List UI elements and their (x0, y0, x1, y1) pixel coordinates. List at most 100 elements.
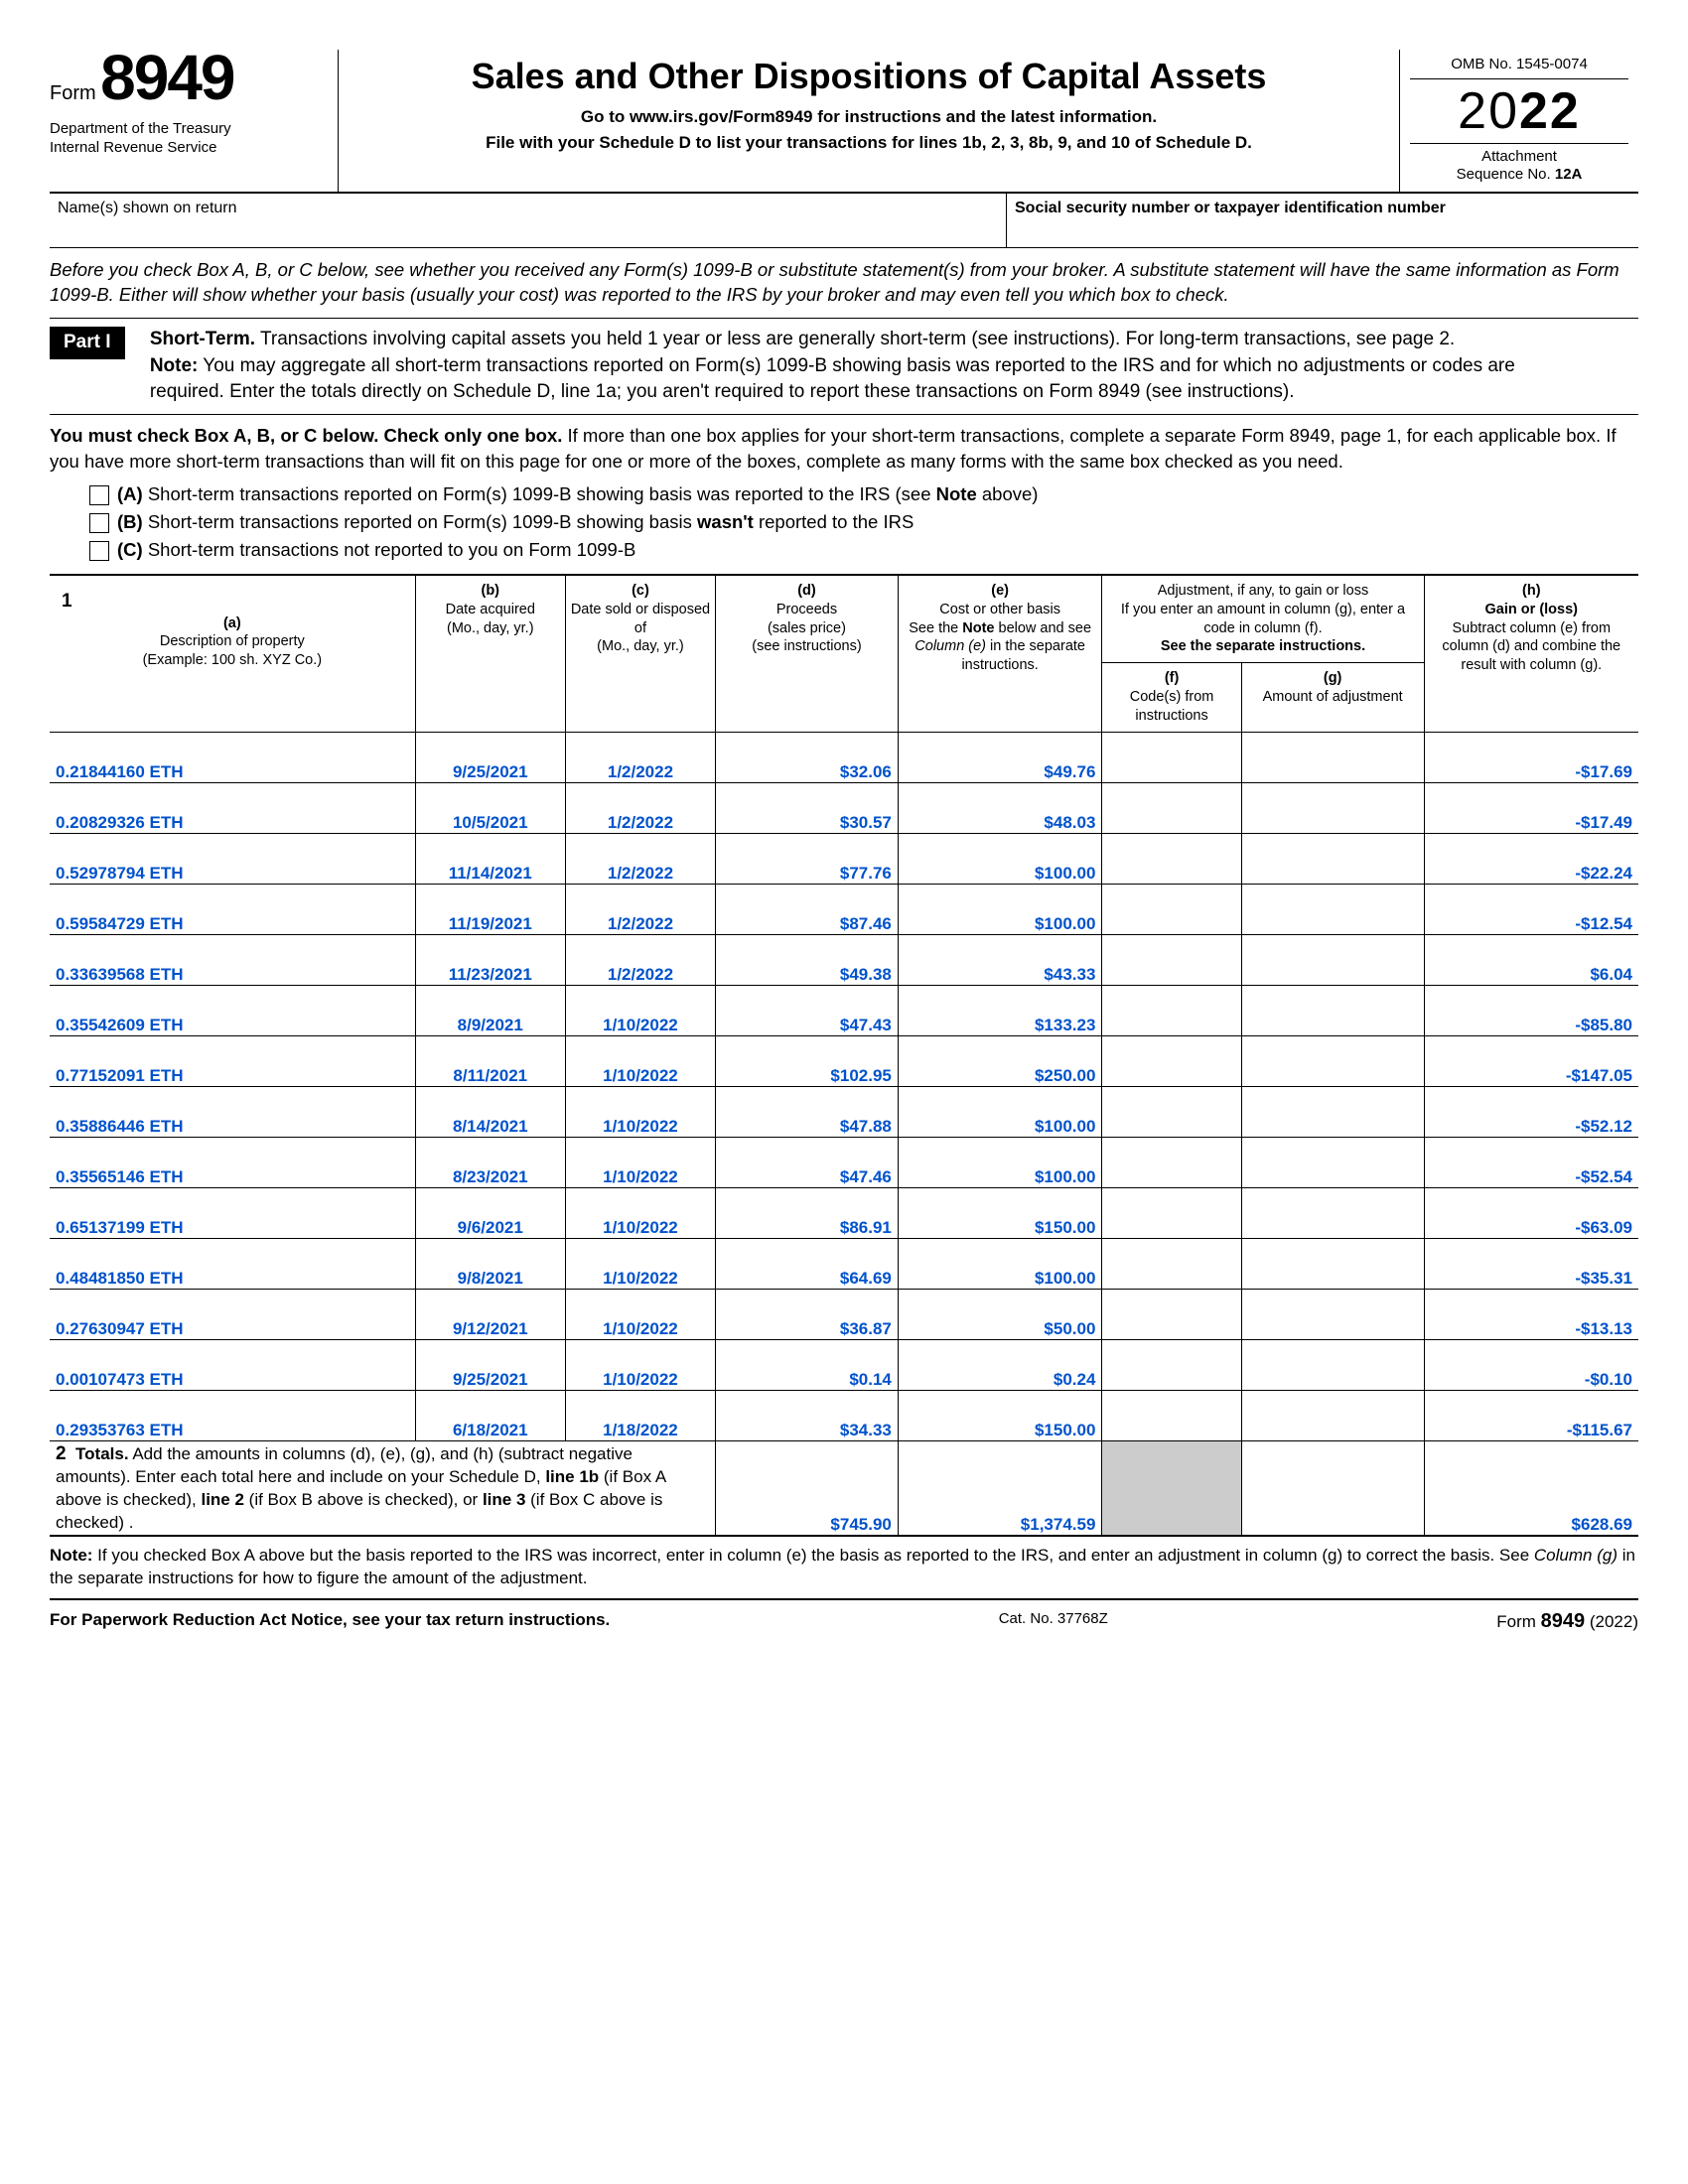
cell-description: 0.65137199 ETH (50, 1187, 415, 1238)
checkbox-b-label: Short-term transactions reported on Form… (143, 511, 914, 532)
table-row: 0.21844160 ETH9/25/20211/2/2022$32.06$49… (50, 732, 1638, 782)
cell-date-acquired: 10/5/2021 (415, 782, 565, 833)
sequence-label: Sequence No. (1457, 166, 1555, 183)
cell-date-sold: 1/18/2022 (565, 1390, 715, 1440)
cell-code (1102, 1289, 1241, 1339)
subtitle-1: Go to www.irs.gov/Form8949 for instructi… (358, 107, 1379, 127)
cell-date-sold: 1/2/2022 (565, 833, 715, 884)
cell-description: 0.35565146 ETH (50, 1137, 415, 1187)
form-number: 8949 (100, 42, 233, 113)
checkbox-a[interactable] (89, 485, 109, 505)
table-row: 0.35565146 ETH8/23/20211/10/2022$47.46$1… (50, 1137, 1638, 1187)
cell-proceeds: $64.69 (716, 1238, 899, 1289)
dept-line1: Department of the Treasury (50, 119, 328, 139)
cell-proceeds: $102.95 (716, 1035, 899, 1086)
cell-gain-loss: -$85.80 (1424, 985, 1638, 1035)
table-row: 0.65137199 ETH9/6/20211/10/2022$86.91$15… (50, 1187, 1638, 1238)
total-h: $628.69 (1424, 1440, 1638, 1536)
form-title: Sales and Other Dispositions of Capital … (358, 56, 1379, 97)
form-header: Form 8949 Department of the Treasury Int… (50, 50, 1638, 194)
cell-code (1102, 1086, 1241, 1137)
cell-date-sold: 1/10/2022 (565, 985, 715, 1035)
tax-year: 2022 (1410, 79, 1628, 144)
cell-basis: $250.00 (898, 1035, 1102, 1086)
cell-date-acquired: 9/6/2021 (415, 1187, 565, 1238)
cell-gain-loss: -$35.31 (1424, 1238, 1638, 1289)
table-row: 0.00107473 ETH9/25/20211/10/2022$0.14$0.… (50, 1339, 1638, 1390)
cell-code (1102, 833, 1241, 884)
cell-basis: $100.00 (898, 1238, 1102, 1289)
table-row: 0.33639568 ETH11/23/20211/2/2022$49.38$4… (50, 934, 1638, 985)
dept-line2: Internal Revenue Service (50, 138, 328, 158)
checkbox-intro: You must check Box A, B, or C below. Che… (50, 415, 1638, 480)
cell-adjustment (1241, 1390, 1424, 1440)
cell-adjustment (1241, 985, 1424, 1035)
omb-number: OMB No. 1545-0074 (1410, 50, 1628, 79)
cell-proceeds: $47.46 (716, 1137, 899, 1187)
cell-description: 0.20829326 ETH (50, 782, 415, 833)
names-label: Name(s) shown on return (50, 194, 1006, 247)
cell-date-sold: 1/2/2022 (565, 732, 715, 782)
cell-description: 0.00107473 ETH (50, 1339, 415, 1390)
cell-gain-loss: -$52.54 (1424, 1137, 1638, 1187)
cell-gain-loss: -$17.49 (1424, 782, 1638, 833)
cell-date-acquired: 11/19/2021 (415, 884, 565, 934)
cell-description: 0.35886446 ETH (50, 1086, 415, 1137)
cell-code (1102, 1035, 1241, 1086)
checkbox-a-row: (A) Short-term transactions reported on … (50, 480, 1638, 508)
cell-gain-loss: -$22.24 (1424, 833, 1638, 884)
checkbox-c[interactable] (89, 541, 109, 561)
cell-proceeds: $36.87 (716, 1289, 899, 1339)
part-1: Part I Short-Term. Transactions involvin… (50, 319, 1638, 415)
cell-date-acquired: 8/14/2021 (415, 1086, 565, 1137)
cell-basis: $48.03 (898, 782, 1102, 833)
cell-adjustment (1241, 884, 1424, 934)
footer-center: Cat. No. 37768Z (999, 1610, 1108, 1633)
cell-basis: $49.76 (898, 732, 1102, 782)
cell-proceeds: $47.88 (716, 1086, 899, 1137)
cell-proceeds: $87.46 (716, 884, 899, 934)
cell-date-sold: 1/10/2022 (565, 1137, 715, 1187)
cell-date-sold: 1/2/2022 (565, 884, 715, 934)
total-e: $1,374.59 (898, 1440, 1102, 1536)
cell-description: 0.77152091 ETH (50, 1035, 415, 1086)
cell-basis: $100.00 (898, 1137, 1102, 1187)
cell-proceeds: $77.76 (716, 833, 899, 884)
checkbox-a-label: Short-term transactions reported on Form… (143, 483, 1039, 504)
cell-description: 0.33639568 ETH (50, 934, 415, 985)
table-row: 0.59584729 ETH11/19/20211/2/2022$87.46$1… (50, 884, 1638, 934)
attachment-label: Attachment (1481, 148, 1557, 165)
total-f-gray (1102, 1440, 1241, 1536)
cell-date-sold: 1/10/2022 (565, 1187, 715, 1238)
cell-gain-loss: -$52.12 (1424, 1086, 1638, 1137)
ssn-label: Social security number or taxpayer ident… (1006, 194, 1638, 247)
totals-row: 2 Totals. Add the amounts in columns (d)… (50, 1440, 1638, 1536)
checkbox-b[interactable] (89, 513, 109, 533)
bottom-note: Note: If you checked Box A above but the… (50, 1537, 1638, 1600)
cell-proceeds: $0.14 (716, 1339, 899, 1390)
checkbox-c-row: (C) Short-term transactions not reported… (50, 536, 1638, 564)
total-g (1241, 1440, 1424, 1536)
table-row: 0.35886446 ETH8/14/20211/10/2022$47.88$1… (50, 1086, 1638, 1137)
cell-proceeds: $34.33 (716, 1390, 899, 1440)
cell-adjustment (1241, 1035, 1424, 1086)
cell-description: 0.48481850 ETH (50, 1238, 415, 1289)
cell-date-sold: 1/10/2022 (565, 1238, 715, 1289)
cell-proceeds: $30.57 (716, 782, 899, 833)
total-d: $745.90 (716, 1440, 899, 1536)
cell-code (1102, 1339, 1241, 1390)
cell-adjustment (1241, 1086, 1424, 1137)
transactions-table: 1(a)Description of property(Example: 100… (50, 574, 1638, 1537)
cell-code (1102, 884, 1241, 934)
footer-left: For Paperwork Reduction Act Notice, see … (50, 1610, 610, 1633)
cell-adjustment (1241, 1187, 1424, 1238)
cell-basis: $0.24 (898, 1339, 1102, 1390)
cell-proceeds: $86.91 (716, 1187, 899, 1238)
cell-gain-loss: -$12.54 (1424, 884, 1638, 934)
intro-text: Before you check Box A, B, or C below, s… (50, 248, 1638, 319)
table-row: 0.48481850 ETH9/8/20211/10/2022$64.69$10… (50, 1238, 1638, 1289)
cell-basis: $150.00 (898, 1390, 1102, 1440)
cell-date-acquired: 9/12/2021 (415, 1289, 565, 1339)
cell-adjustment (1241, 1289, 1424, 1339)
cell-basis: $43.33 (898, 934, 1102, 985)
